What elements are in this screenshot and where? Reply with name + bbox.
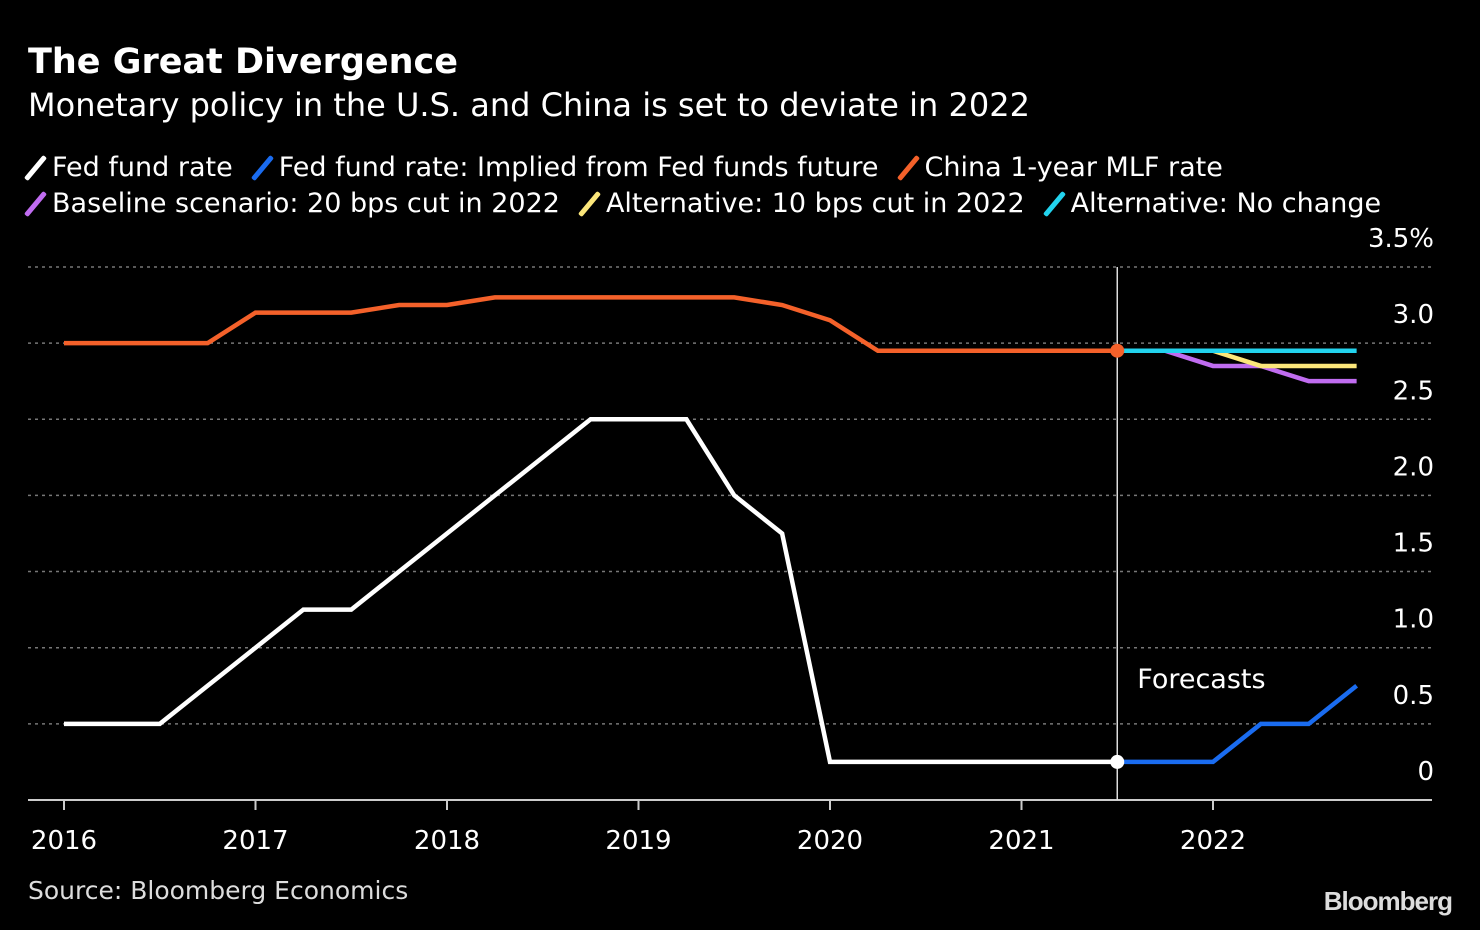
legend-label: Alternative: 10 bps cut in 2022 [605, 188, 1025, 219]
legend-label: Baseline scenario: 20 bps cut in 2022 [52, 188, 560, 219]
x-tick-label: 2021 [988, 826, 1054, 856]
x-tick-label: 2017 [222, 826, 288, 856]
china-mlf-marker [1110, 343, 1125, 358]
legend-item: Alternative: No change [1047, 188, 1381, 219]
chart-title: The Great Divergence [28, 42, 459, 82]
y-tick-label: 3.0 [1393, 300, 1434, 330]
x-tick-label: 2022 [1180, 826, 1246, 856]
bloomberg-logo: Bloomberg [1323, 886, 1453, 916]
y-tick-label: 2.5 [1393, 376, 1434, 406]
legend-item: Alternative: 10 bps cut in 2022 [582, 188, 1025, 219]
series-line-alternative-10-bps-cut-in-2022 [1117, 348, 1357, 369]
source-note: Source: Bloomberg Economics [28, 876, 409, 905]
y-tick-label: 0.5 [1393, 681, 1434, 711]
x-tick-label: 2016 [31, 826, 97, 856]
series-line-china-1-year-mlf-rate [64, 295, 1118, 353]
x-tick-label: 2018 [414, 826, 480, 856]
y-tick-label: 2.0 [1393, 452, 1434, 482]
chart-subtitle: Monetary policy in the U.S. and China is… [28, 86, 1030, 124]
series-line-fed-fund-rate-implied-from-fed-funds-future [1117, 684, 1359, 765]
y-tick-label: 3.5% [1368, 224, 1434, 254]
legend-row-2: Baseline scenario: 20 bps cut in 2022 Alt… [28, 188, 1381, 219]
legend-label: Alternative: No change [1070, 188, 1382, 219]
series-line-fed-fund-rate [64, 417, 1118, 765]
legend-label: Fed fund rate: Implied from Fed funds fu… [278, 152, 879, 183]
forecast-label: Forecasts [1137, 664, 1265, 695]
legend-label: Fed fund rate [52, 152, 233, 183]
y-tick-label: 1.0 [1393, 605, 1434, 635]
legend-item: China 1-year MLF rate [901, 152, 1223, 183]
legend-row-1: Fed fund rate Fed fund rate: Implied from… [28, 152, 1223, 183]
legend-item: Baseline scenario: 20 bps cut in 2022 [28, 188, 560, 219]
legend-item: Fed fund rate: Implied from Fed funds fu… [255, 152, 879, 183]
x-tick-label: 2019 [605, 826, 671, 856]
legend-item: Fed fund rate [28, 152, 233, 183]
y-tick-label: 1.5 [1393, 529, 1434, 559]
y-tick-label: 0 [1417, 757, 1434, 787]
fed-rate-marker [1110, 754, 1125, 769]
legend-label: China 1-year MLF rate [924, 152, 1223, 183]
x-tick-label: 2020 [797, 826, 863, 856]
